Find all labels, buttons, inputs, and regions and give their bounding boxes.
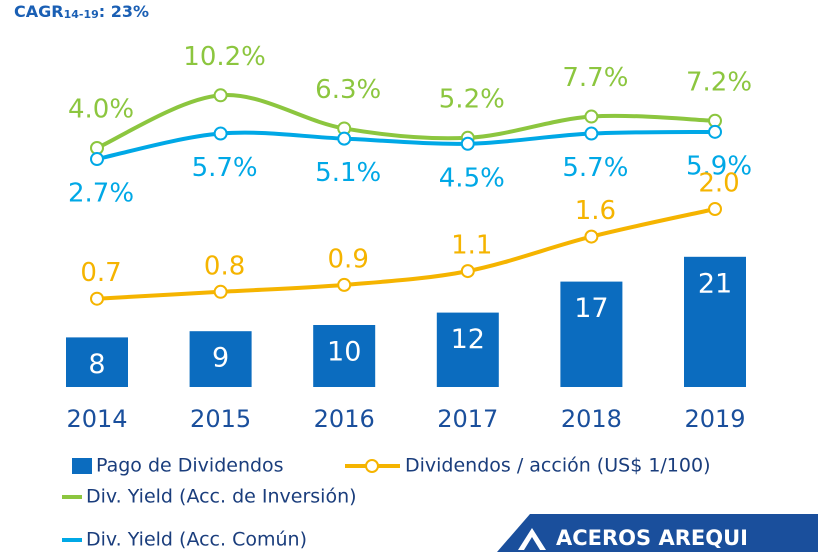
x-tick-label: 2015 — [190, 405, 251, 433]
line — [96, 129, 716, 162]
data-label: 5.9% — [686, 151, 752, 181]
data-label: 2.7% — [68, 179, 134, 209]
cagr-value: : 23% — [99, 2, 149, 21]
data-label: 0.8 — [204, 251, 245, 281]
marker — [213, 88, 228, 103]
legend-label: Div. Yield (Acc. Común) — [86, 529, 307, 551]
legend-swatch — [72, 458, 92, 474]
x-tick-label: 2018 — [561, 405, 622, 433]
data-label: 5.2% — [439, 84, 505, 114]
cagr-label: CAGR — [14, 2, 64, 21]
marker — [460, 136, 475, 151]
marker — [213, 284, 228, 299]
data-label: 1.1 — [451, 231, 492, 261]
marker — [90, 152, 104, 167]
logo-text: ACEROS AREQUI — [556, 526, 748, 550]
bar — [684, 256, 746, 387]
data-label: 0.9 — [328, 244, 369, 274]
marker — [584, 229, 599, 244]
data-label: 6.3% — [315, 75, 381, 105]
bar-label: 21 — [698, 268, 732, 299]
legend-label: Div. Yield (Acc. de Inversión) — [86, 486, 357, 508]
bar-label: 17 — [574, 293, 608, 324]
data-label: 5.7% — [192, 153, 258, 183]
bar — [436, 312, 499, 387]
cagr: CAGR14-19: 23% — [14, 2, 149, 22]
marker — [90, 291, 104, 306]
marker — [337, 131, 352, 146]
logo-band — [497, 514, 818, 552]
bar-label: 12 — [451, 324, 485, 355]
bar-label: 8 — [88, 349, 105, 380]
data-label: 5.1% — [315, 158, 381, 188]
cagr-period: 14-19 — [64, 8, 99, 21]
bar-label: 10 — [327, 337, 361, 368]
x-tick-label: 2014 — [66, 405, 127, 433]
x-tick-label: 2019 — [684, 405, 745, 433]
data-label: 7.2% — [686, 67, 752, 97]
bar — [313, 325, 376, 387]
data-label: 7.7% — [562, 63, 628, 93]
marker — [460, 264, 475, 279]
data-label: 4.0% — [68, 95, 134, 125]
legend-marker — [365, 459, 379, 473]
bar — [560, 281, 623, 387]
line — [96, 93, 716, 150]
legend-label: Dividendos / acción (US$ 1/100) — [405, 455, 710, 477]
marker — [708, 202, 722, 216]
legend-label: Pago de Dividendos — [96, 455, 284, 477]
x-tick-label: 2017 — [437, 405, 498, 433]
bar-label: 9 — [212, 343, 229, 374]
data-label: 0.7 — [80, 258, 121, 288]
data-label: 1.6 — [575, 196, 616, 226]
bar — [66, 337, 128, 387]
logo-icon — [518, 528, 546, 550]
data-label: 5.7% — [562, 153, 628, 183]
marker — [708, 124, 722, 139]
marker — [213, 126, 228, 141]
marker — [337, 277, 352, 292]
data-label: 10.2% — [183, 42, 266, 72]
data-label: 2.0 — [698, 169, 739, 199]
marker — [584, 109, 599, 124]
data-label: 4.5% — [439, 163, 505, 193]
bar — [189, 331, 252, 387]
line — [96, 207, 716, 301]
x-tick-label: 2016 — [314, 405, 375, 433]
marker — [584, 126, 599, 141]
